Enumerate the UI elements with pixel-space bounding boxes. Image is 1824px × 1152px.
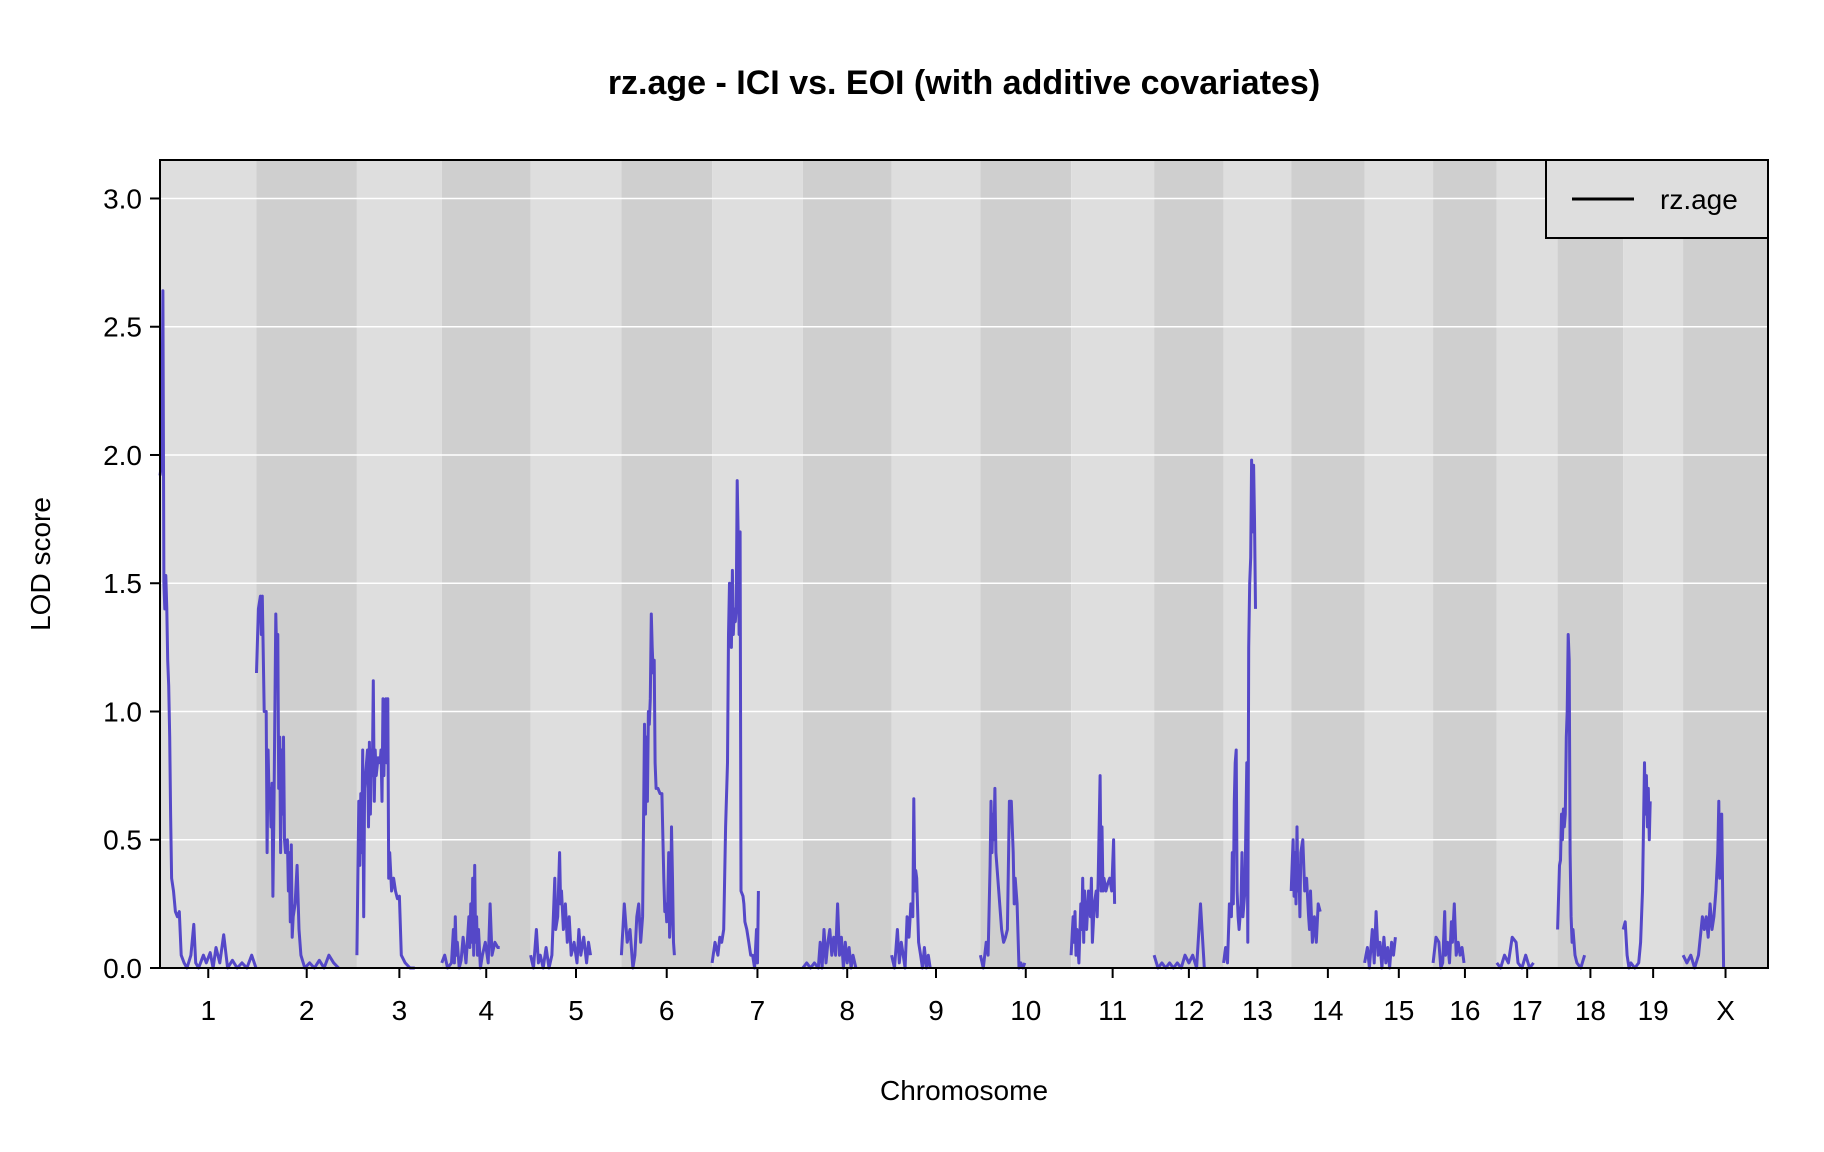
x-tick-label-5: 5 [568,995,584,1026]
lod-line-chr-9 [890,797,932,970]
y-tick-label-2.0: 2.0 [103,440,142,471]
chromosome-band-10 [980,160,1072,968]
y-axis-ticks: 0.0 0.5 1.0 1.5 2.0 2.5 3.0 [103,183,160,984]
chromosome-band-X [1683,160,1768,968]
y-tick-label-3.0: 3.0 [103,183,142,214]
chromosome-band-3 [356,160,442,968]
lod-line-chr-3 [355,679,415,970]
lod-line-chr-13 [1222,458,1257,965]
chromosome-band-4 [441,160,531,968]
x-tick-label-12: 12 [1173,995,1204,1026]
x-tick-label-16: 16 [1449,995,1480,1026]
x-tick-label-7: 7 [750,995,766,1026]
y-axis-label: LOD score [25,497,56,631]
lod-line-chr-10 [978,786,1027,970]
lod-line-chr-19 [1621,761,1652,970]
lod-line-chr-4 [440,863,500,970]
chromosome-bands [160,160,1768,968]
lod-line-chr-16 [1431,902,1466,970]
chart-title: rz.age - ICI vs. EOI (with additive cova… [608,64,1320,102]
x-tick-label-11: 11 [1098,995,1127,1026]
lod-line-chr-7 [710,479,760,970]
x-tick-label-17: 17 [1512,995,1543,1026]
x-tick-label-1: 1 [200,995,216,1026]
chromosome-band-19 [1623,160,1684,968]
x-tick-label-3: 3 [392,995,408,1026]
lod-line-chr-11 [1069,774,1117,965]
lod-line-chr-15 [1363,910,1397,970]
chromosome-band-12 [1154,160,1224,968]
y-tick-label-0.0: 0.0 [103,953,142,984]
x-tick-label-2: 2 [299,995,315,1026]
chromosome-band-17 [1496,160,1558,968]
chromosome-band-15 [1364,160,1434,968]
x-tick-label-15: 15 [1383,995,1414,1026]
x-tick-label-8: 8 [839,995,855,1026]
chromosome-band-8 [802,160,892,968]
plot-border [159,159,1769,969]
lod-line-chr-X [1681,799,1726,970]
chromosome-band-6 [621,160,713,968]
lod-line-chr-18 [1556,633,1587,970]
lod-line-chr-14 [1289,825,1322,944]
x-tick-label-6: 6 [659,995,675,1026]
chromosome-band-1 [160,160,257,968]
chromosome-band-11 [1071,160,1155,968]
lod-line-chr-5 [529,851,592,970]
y-tick-label-1.0: 1.0 [103,696,142,727]
y-tick-label-1.5: 1.5 [103,568,142,599]
x-tick-label-10: 10 [1010,995,1041,1026]
legend: rz.age [1545,159,1769,239]
chromosome-band-7 [712,160,803,968]
x-tick-label-X: X [1716,995,1735,1026]
chromosome-band-14 [1291,160,1365,968]
chromosome-band-5 [530,160,622,968]
chromosome-band-18 [1557,160,1624,968]
x-axis-label: Chromosome [880,1075,1048,1106]
x-tick-label-13: 13 [1242,995,1273,1026]
lod-line-chr-12 [1152,902,1206,970]
lod-line-chr-6 [619,612,676,970]
x-tick-label-4: 4 [478,995,494,1026]
y-tick-label-0.5: 0.5 [103,825,142,856]
x-tick-label-9: 9 [928,995,944,1026]
lod-line-chr-1 [158,289,258,970]
legend-label: rz.age [1660,184,1738,215]
chromosome-band-9 [891,160,981,968]
x-axis-ticks: 1 2 3 4 5 6 7 8 9 10 11 12 13 14 15 16 17 18 19 X [200,968,1735,1026]
y-tick-label-2.5: 2.5 [103,312,142,343]
x-tick-label-18: 18 [1575,995,1606,1026]
chromosome-band-16 [1433,160,1497,968]
lod-line-chr-17 [1495,935,1535,970]
x-tick-label-19: 19 [1638,995,1669,1026]
x-tick-label-14: 14 [1312,995,1343,1026]
lod-series [158,289,1726,970]
lod-line-chr-2 [255,594,340,970]
